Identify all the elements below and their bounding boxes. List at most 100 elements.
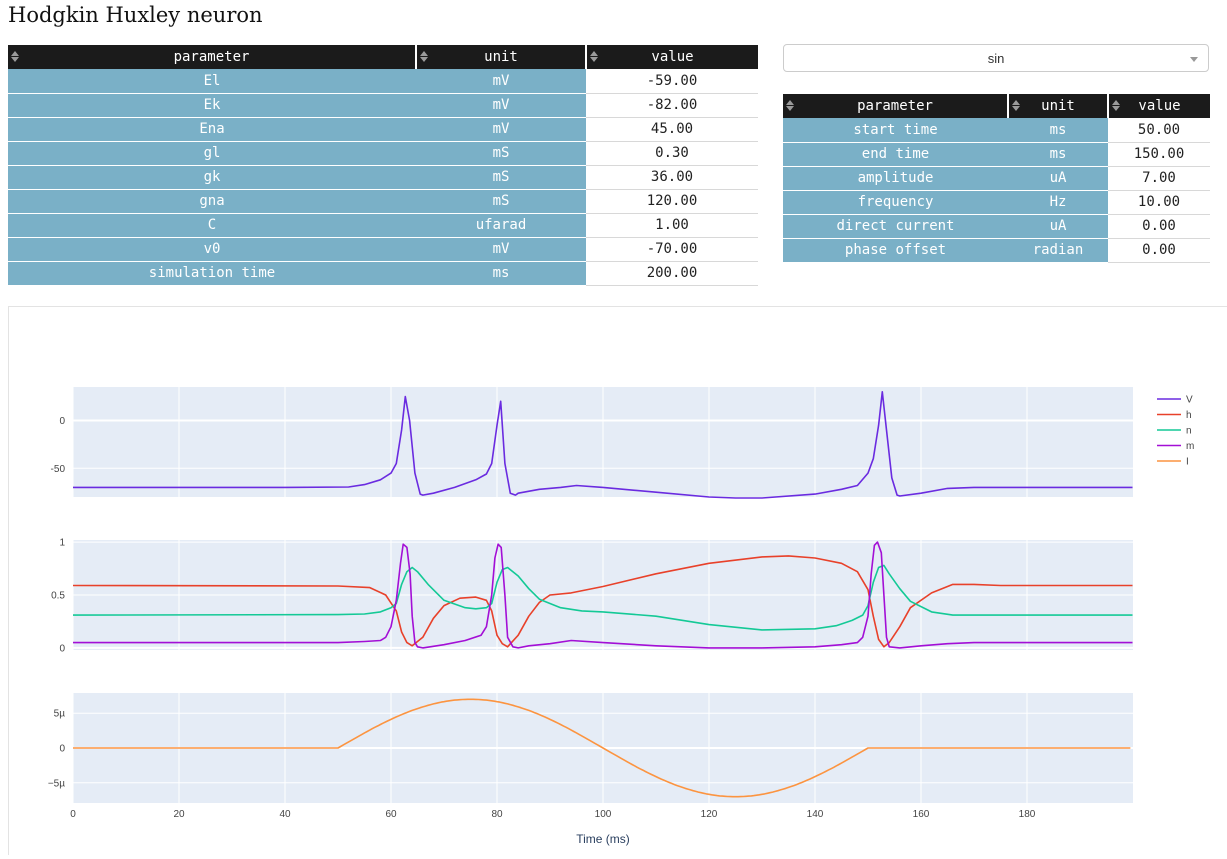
x-tick-label: 140 <box>807 809 824 820</box>
sort-icon[interactable] <box>786 100 794 112</box>
sort-icon[interactable] <box>1012 100 1020 112</box>
x-tick-label: 20 <box>173 809 185 820</box>
column-header-parameter[interactable]: parameter <box>8 45 417 69</box>
value-cell[interactable]: -70.00 <box>586 237 758 262</box>
column-header-label: parameter <box>173 49 250 65</box>
unit-cell: mV <box>416 117 586 142</box>
x-tick-label: 160 <box>913 809 930 820</box>
value-cell[interactable]: -82.00 <box>586 93 758 118</box>
unit-cell: radian <box>1008 238 1108 263</box>
table-row: simulation time ms 200.00 <box>8 261 758 286</box>
table-row: direct current uA 0.00 <box>783 214 1210 239</box>
value-cell[interactable]: -59.00 <box>586 69 758 94</box>
y-tick-label: −5µ <box>48 778 65 789</box>
value-cell[interactable]: 0.00 <box>1108 214 1210 239</box>
value-cell[interactable]: 0.30 <box>586 141 758 166</box>
y-tick-label: 0.5 <box>51 591 65 602</box>
parameter-cell: direct current <box>783 214 1008 239</box>
value-cell[interactable]: 1.00 <box>586 213 758 238</box>
value-cell[interactable]: 45.00 <box>586 117 758 142</box>
parameter-cell: Ek <box>8 93 416 118</box>
value-cell[interactable]: 50.00 <box>1108 118 1210 143</box>
unit-cell: uA <box>1008 166 1108 191</box>
unit-cell: mS <box>416 165 586 190</box>
series-line-m <box>73 541 1133 649</box>
parameter-cell: gl <box>8 141 416 166</box>
x-axis-title: Time (ms) <box>576 832 630 846</box>
unit-cell: ufarad <box>416 213 586 238</box>
unit-cell: mS <box>416 189 586 214</box>
unit-cell: mV <box>416 69 586 94</box>
legend-label-I: I <box>1186 457 1189 468</box>
x-tick-label: 80 <box>491 809 503 820</box>
parameter-cell: simulation time <box>8 261 416 286</box>
table-row: end time ms 150.00 <box>783 142 1210 167</box>
x-tick-label: 120 <box>701 809 718 820</box>
table-row: phase offset radian 0.00 <box>783 238 1210 263</box>
table-row: start time ms 50.00 <box>783 118 1210 143</box>
column-header-value[interactable]: value <box>586 45 758 69</box>
unit-cell: ms <box>416 261 586 286</box>
unit-cell: mV <box>416 237 586 262</box>
value-cell[interactable]: 150.00 <box>1108 142 1210 167</box>
parameter-cell: v0 <box>8 237 416 262</box>
legend-label-n: n <box>1186 426 1192 437</box>
parameter-cell: frequency <box>783 190 1008 215</box>
value-cell[interactable]: 36.00 <box>586 165 758 190</box>
sort-icon[interactable] <box>420 51 428 63</box>
parameter-cell: gk <box>8 165 416 190</box>
column-header-label: value <box>1138 98 1181 114</box>
value-cell[interactable]: 120.00 <box>586 189 758 214</box>
x-tick-label: 0 <box>70 809 76 820</box>
unit-cell: Hz <box>1008 190 1108 215</box>
table-row: Ek mV -82.00 <box>8 93 758 118</box>
unit-cell: mS <box>416 141 586 166</box>
column-header-label: value <box>651 49 694 65</box>
y-tick-label: 0 <box>59 643 65 654</box>
y-tick-label: -50 <box>51 464 66 475</box>
parameter-cell: Ena <box>8 117 416 142</box>
unit-cell: ms <box>1008 118 1108 143</box>
value-cell[interactable]: 7.00 <box>1108 166 1210 191</box>
sort-icon[interactable] <box>1112 100 1120 112</box>
legend-label-h: h <box>1186 410 1192 421</box>
y-tick-label: 1 <box>59 538 65 549</box>
parameter-cell: amplitude <box>783 166 1008 191</box>
parameter-cell: end time <box>783 142 1008 167</box>
value-cell[interactable]: 10.00 <box>1108 190 1210 215</box>
table-row: Ena mV 45.00 <box>8 117 758 142</box>
chevron-down-icon[interactable] <box>1190 57 1198 62</box>
simulation-graph[interactable]: 0 -50 1 0.5 0 5µ 0 −5µ 0 20 40 60 80 100 120 140 160 180 T… <box>8 306 1227 855</box>
column-header-label: unit <box>1041 98 1075 114</box>
column-header-unit[interactable]: unit <box>1008 94 1109 118</box>
column-header-label: parameter <box>857 98 933 114</box>
unit-cell: uA <box>1008 214 1108 239</box>
x-tick-label: 40 <box>279 809 291 820</box>
parameter-cell: start time <box>783 118 1008 143</box>
column-header-value[interactable]: value <box>1108 94 1210 118</box>
column-header-unit[interactable]: unit <box>416 45 587 69</box>
legend-label-V: V <box>1186 395 1193 406</box>
x-tick-label: 180 <box>1019 809 1036 820</box>
value-cell[interactable]: 0.00 <box>1108 238 1210 263</box>
table-row: gk mS 36.00 <box>8 165 758 190</box>
series-line-n <box>72 564 1133 631</box>
y-tick-label: 0 <box>59 744 65 755</box>
page-title: Hodgkin Huxley neuron <box>8 3 263 27</box>
sort-icon[interactable] <box>590 51 598 63</box>
column-header-parameter[interactable]: parameter <box>783 94 1009 118</box>
table-row: El mV -59.00 <box>8 69 758 94</box>
x-tick-label: 100 <box>595 809 612 820</box>
table-row: v0 mV -70.00 <box>8 237 758 262</box>
value-cell[interactable]: 200.00 <box>586 261 758 286</box>
table-row: gl mS 0.30 <box>8 141 758 166</box>
current-type-dropdown[interactable]: sin <box>783 44 1209 72</box>
sort-icon[interactable] <box>11 51 19 63</box>
current-parameter-table: parameter unit value start time ms 50.00 e… <box>783 94 1210 263</box>
legend-label-m: m <box>1186 441 1194 452</box>
simulation-chart-svg[interactable]: 0 -50 1 0.5 0 5µ 0 −5µ 0 20 40 60 80 100 120 140 160 180 T… <box>9 307 1227 855</box>
x-tick-label: 60 <box>385 809 397 820</box>
y-tick-label: 0 <box>59 416 65 427</box>
